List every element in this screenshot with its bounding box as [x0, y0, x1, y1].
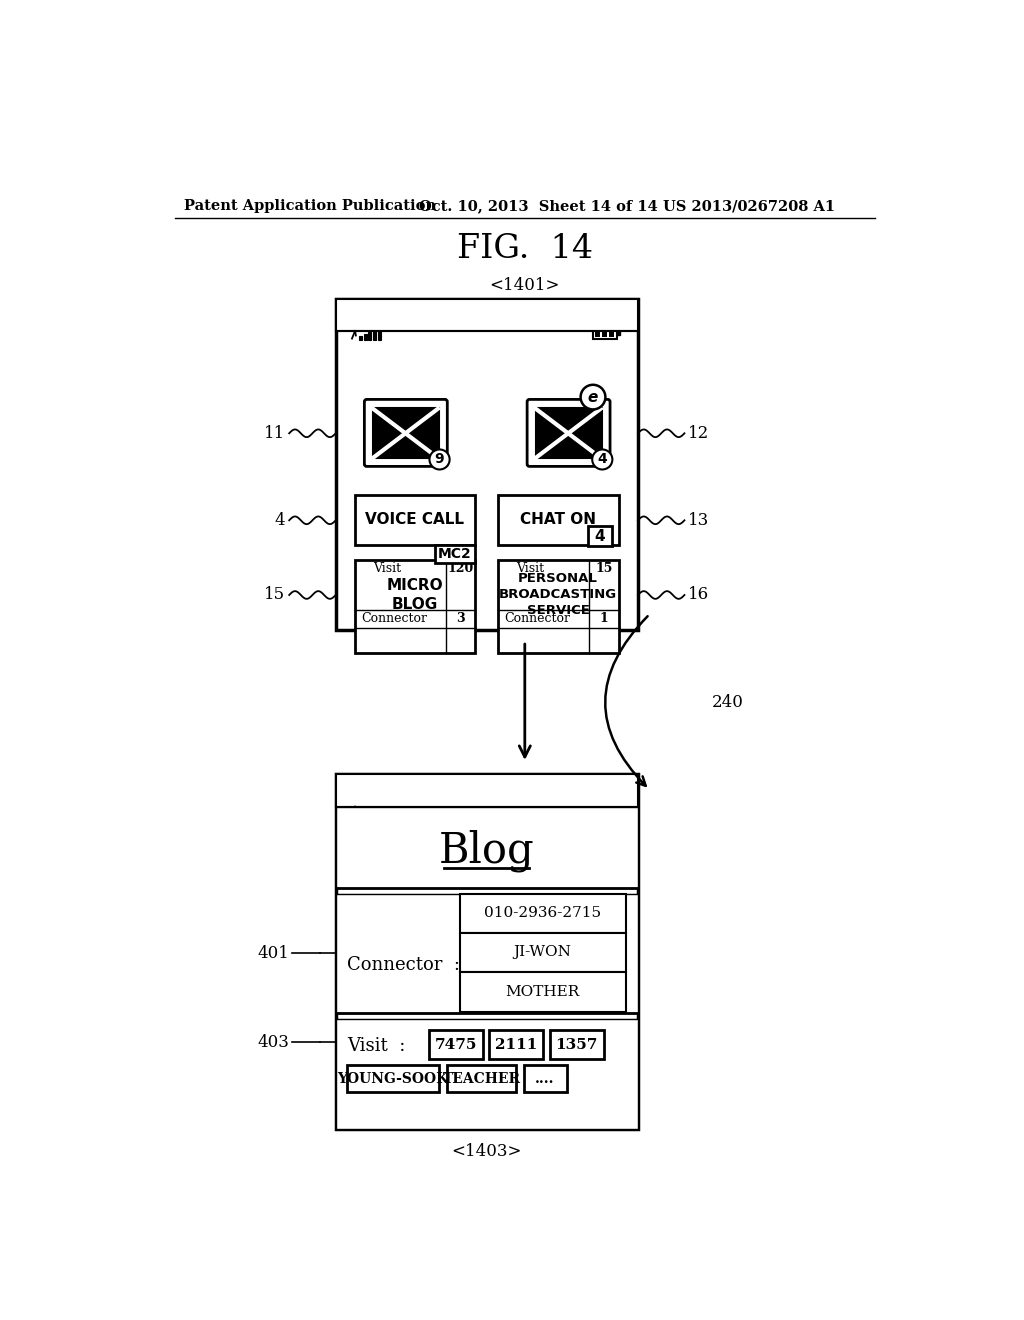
Bar	[336, 775, 638, 1129]
Bar	[336, 298, 638, 331]
Text: TEACHER: TEACHER	[442, 1072, 520, 1086]
Bar	[373, 408, 438, 458]
Bar	[616, 329, 621, 335]
Bar	[336, 1019, 638, 1129]
Bar	[355, 560, 475, 653]
Text: 3: 3	[456, 612, 465, 626]
Bar	[588, 527, 612, 546]
Text: Patent Application Publication: Patent Application Publication	[183, 199, 436, 213]
Bar	[609, 804, 614, 812]
Bar	[378, 803, 381, 816]
Circle shape	[429, 449, 450, 470]
Text: US 2013/0267208 A1: US 2013/0267208 A1	[663, 199, 835, 213]
Bar	[595, 329, 600, 337]
Circle shape	[581, 385, 605, 409]
Bar	[364, 810, 367, 816]
Bar	[602, 804, 607, 812]
Text: 4: 4	[274, 512, 286, 529]
Text: 16: 16	[688, 586, 710, 603]
Bar	[359, 812, 362, 816]
Text: 15: 15	[595, 561, 612, 574]
Bar	[616, 805, 621, 812]
Text: VOICE CALL: VOICE CALL	[366, 512, 464, 527]
Text: 1357: 1357	[556, 1038, 598, 1052]
FancyBboxPatch shape	[365, 400, 447, 466]
Text: <1403>: <1403>	[452, 1143, 522, 1160]
Bar	[359, 337, 362, 341]
Bar	[602, 329, 607, 337]
Text: MOTHER: MOTHER	[506, 985, 580, 998]
Text: 120: 120	[447, 561, 473, 574]
Text: 2111: 2111	[495, 1038, 538, 1052]
Text: Visit  :: Visit :	[347, 1038, 406, 1055]
Text: 4: 4	[595, 529, 605, 544]
Text: 4: 4	[597, 453, 607, 466]
Text: 1: 1	[599, 612, 608, 626]
Bar	[489, 1030, 544, 1059]
Text: MICRO
BLOG: MICRO BLOG	[386, 578, 443, 612]
Text: 12: 12	[688, 425, 710, 442]
Text: YOUNG-SOOK: YOUNG-SOOK	[337, 1072, 449, 1086]
Text: Connector: Connector	[505, 612, 570, 626]
Text: FIG.  14: FIG. 14	[457, 234, 593, 265]
Bar	[347, 1065, 438, 1093]
Bar	[609, 329, 614, 337]
Bar	[460, 933, 627, 973]
Bar	[446, 1065, 516, 1093]
Text: 13: 13	[688, 512, 710, 529]
Bar	[593, 326, 616, 339]
Bar	[373, 805, 376, 816]
FancyArrowPatch shape	[605, 616, 647, 785]
Text: 403: 403	[257, 1034, 289, 1051]
Text: Visit: Visit	[373, 561, 401, 574]
Text: 9: 9	[435, 453, 444, 466]
Text: Connector: Connector	[361, 612, 427, 626]
Bar	[355, 495, 475, 545]
Text: CHAT ON: CHAT ON	[520, 512, 596, 527]
Circle shape	[592, 449, 612, 470]
Bar	[429, 1030, 483, 1059]
Text: Connector  :: Connector :	[347, 956, 461, 974]
Text: PERSONAL
BROADCASTING
SERVICE: PERSONAL BROADCASTING SERVICE	[499, 573, 617, 618]
Bar	[364, 334, 367, 341]
Bar	[336, 775, 638, 807]
Bar	[369, 808, 372, 816]
Text: ....: ....	[536, 1072, 555, 1086]
FancyBboxPatch shape	[527, 400, 610, 466]
Bar	[369, 331, 372, 341]
Text: 401: 401	[257, 945, 289, 961]
Bar	[550, 1030, 604, 1059]
Text: Visit: Visit	[516, 561, 545, 574]
Bar	[460, 973, 627, 1011]
Bar	[524, 1065, 566, 1093]
Text: Blog: Blog	[439, 829, 535, 873]
Bar	[499, 560, 618, 653]
Bar	[499, 495, 618, 545]
Bar	[595, 804, 600, 812]
Bar	[593, 803, 616, 814]
Text: <1401>: <1401>	[489, 277, 560, 294]
Bar	[336, 894, 638, 1014]
Bar	[378, 327, 381, 341]
Bar	[460, 894, 627, 933]
Text: 010-2936-2715: 010-2936-2715	[484, 906, 601, 920]
Bar	[435, 545, 475, 564]
Text: JI-WON: JI-WON	[514, 945, 571, 960]
Text: 11: 11	[264, 425, 286, 442]
Bar	[336, 807, 638, 887]
Text: MC2: MC2	[438, 548, 472, 561]
Text: e: e	[588, 389, 598, 405]
Text: 240: 240	[712, 693, 743, 710]
Text: 7475: 7475	[434, 1038, 477, 1052]
Bar	[536, 408, 601, 458]
Text: Oct. 10, 2013  Sheet 14 of 14: Oct. 10, 2013 Sheet 14 of 14	[419, 199, 657, 213]
Bar	[373, 330, 376, 341]
Bar	[336, 298, 638, 630]
Text: 15: 15	[264, 586, 286, 603]
